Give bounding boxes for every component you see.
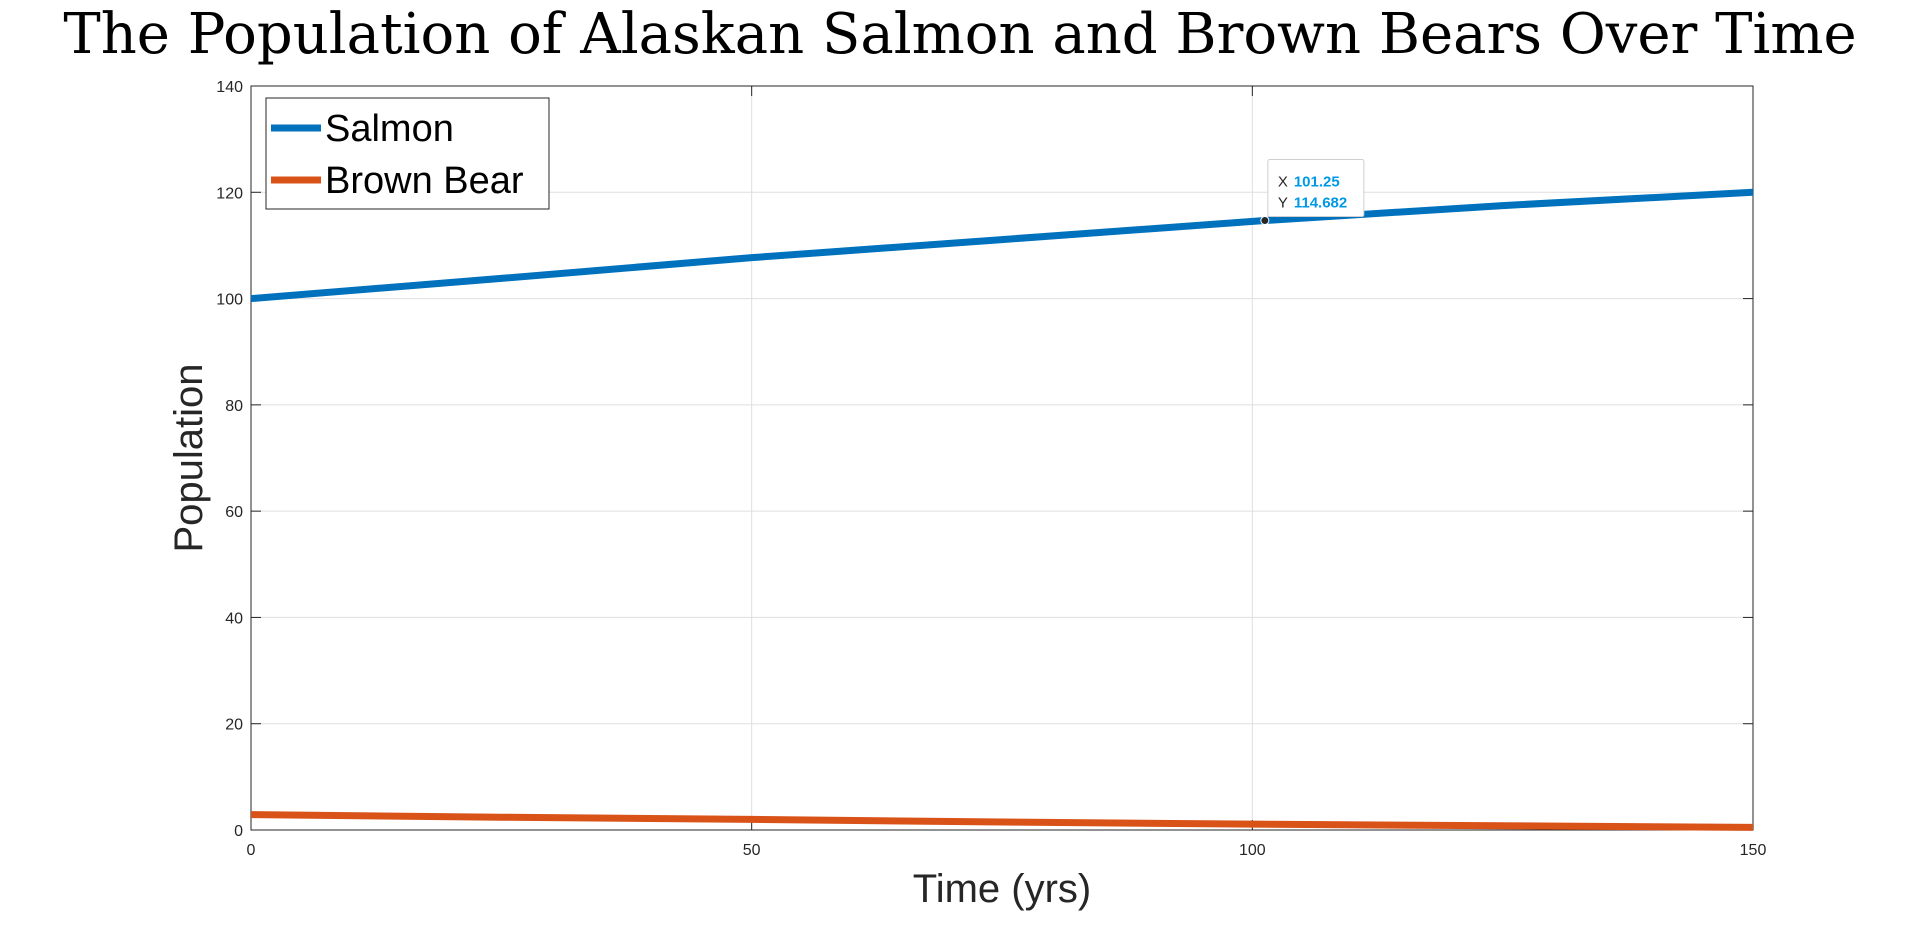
datatip-y-label: Y: [1278, 195, 1288, 212]
datatip-marker[interactable]: [1260, 216, 1270, 226]
x-tick-label: 150: [1740, 842, 1767, 859]
legend[interactable]: Salmon Brown Bear: [265, 97, 550, 210]
series-line-brown-bear: [250, 811, 1754, 831]
series-group: [250, 188, 1754, 831]
y-tick-label: 0: [234, 823, 243, 840]
legend-box: [265, 97, 550, 210]
chart-title: The Population of Alaskan Salmon and Bro…: [63, 2, 1857, 67]
x-tick-label: 0: [247, 842, 256, 859]
y-tick-label: 60: [225, 504, 243, 521]
datatip-x-value: 101.25: [1294, 174, 1340, 191]
datatip-box: [1267, 159, 1365, 218]
grid-lines: [250, 85, 1754, 831]
y-tick-label: 100: [216, 292, 243, 309]
plot-area: [250, 85, 1754, 831]
datatip-y-value: 114.682: [1294, 195, 1347, 212]
y-tick-label: 120: [216, 185, 243, 202]
data-tip[interactable]: X 101.25 Y 114.682: [1260, 159, 1365, 226]
x-axis-label: Time (yrs): [913, 867, 1091, 911]
legend-label: Brown Bear: [325, 160, 524, 202]
series-line-salmon: [250, 188, 1754, 303]
y-tick-label: 20: [225, 717, 243, 734]
x-tick-label: 100: [1239, 842, 1266, 859]
y-tick-label: 140: [216, 79, 243, 96]
legend-label: Salmon: [325, 108, 454, 150]
x-tick-label: 50: [743, 842, 761, 859]
y-tick-label: 40: [225, 610, 243, 627]
y-axis-label: Population: [167, 363, 211, 552]
datatip-x-label: X: [1278, 174, 1288, 191]
y-tick-label: 80: [225, 398, 243, 415]
